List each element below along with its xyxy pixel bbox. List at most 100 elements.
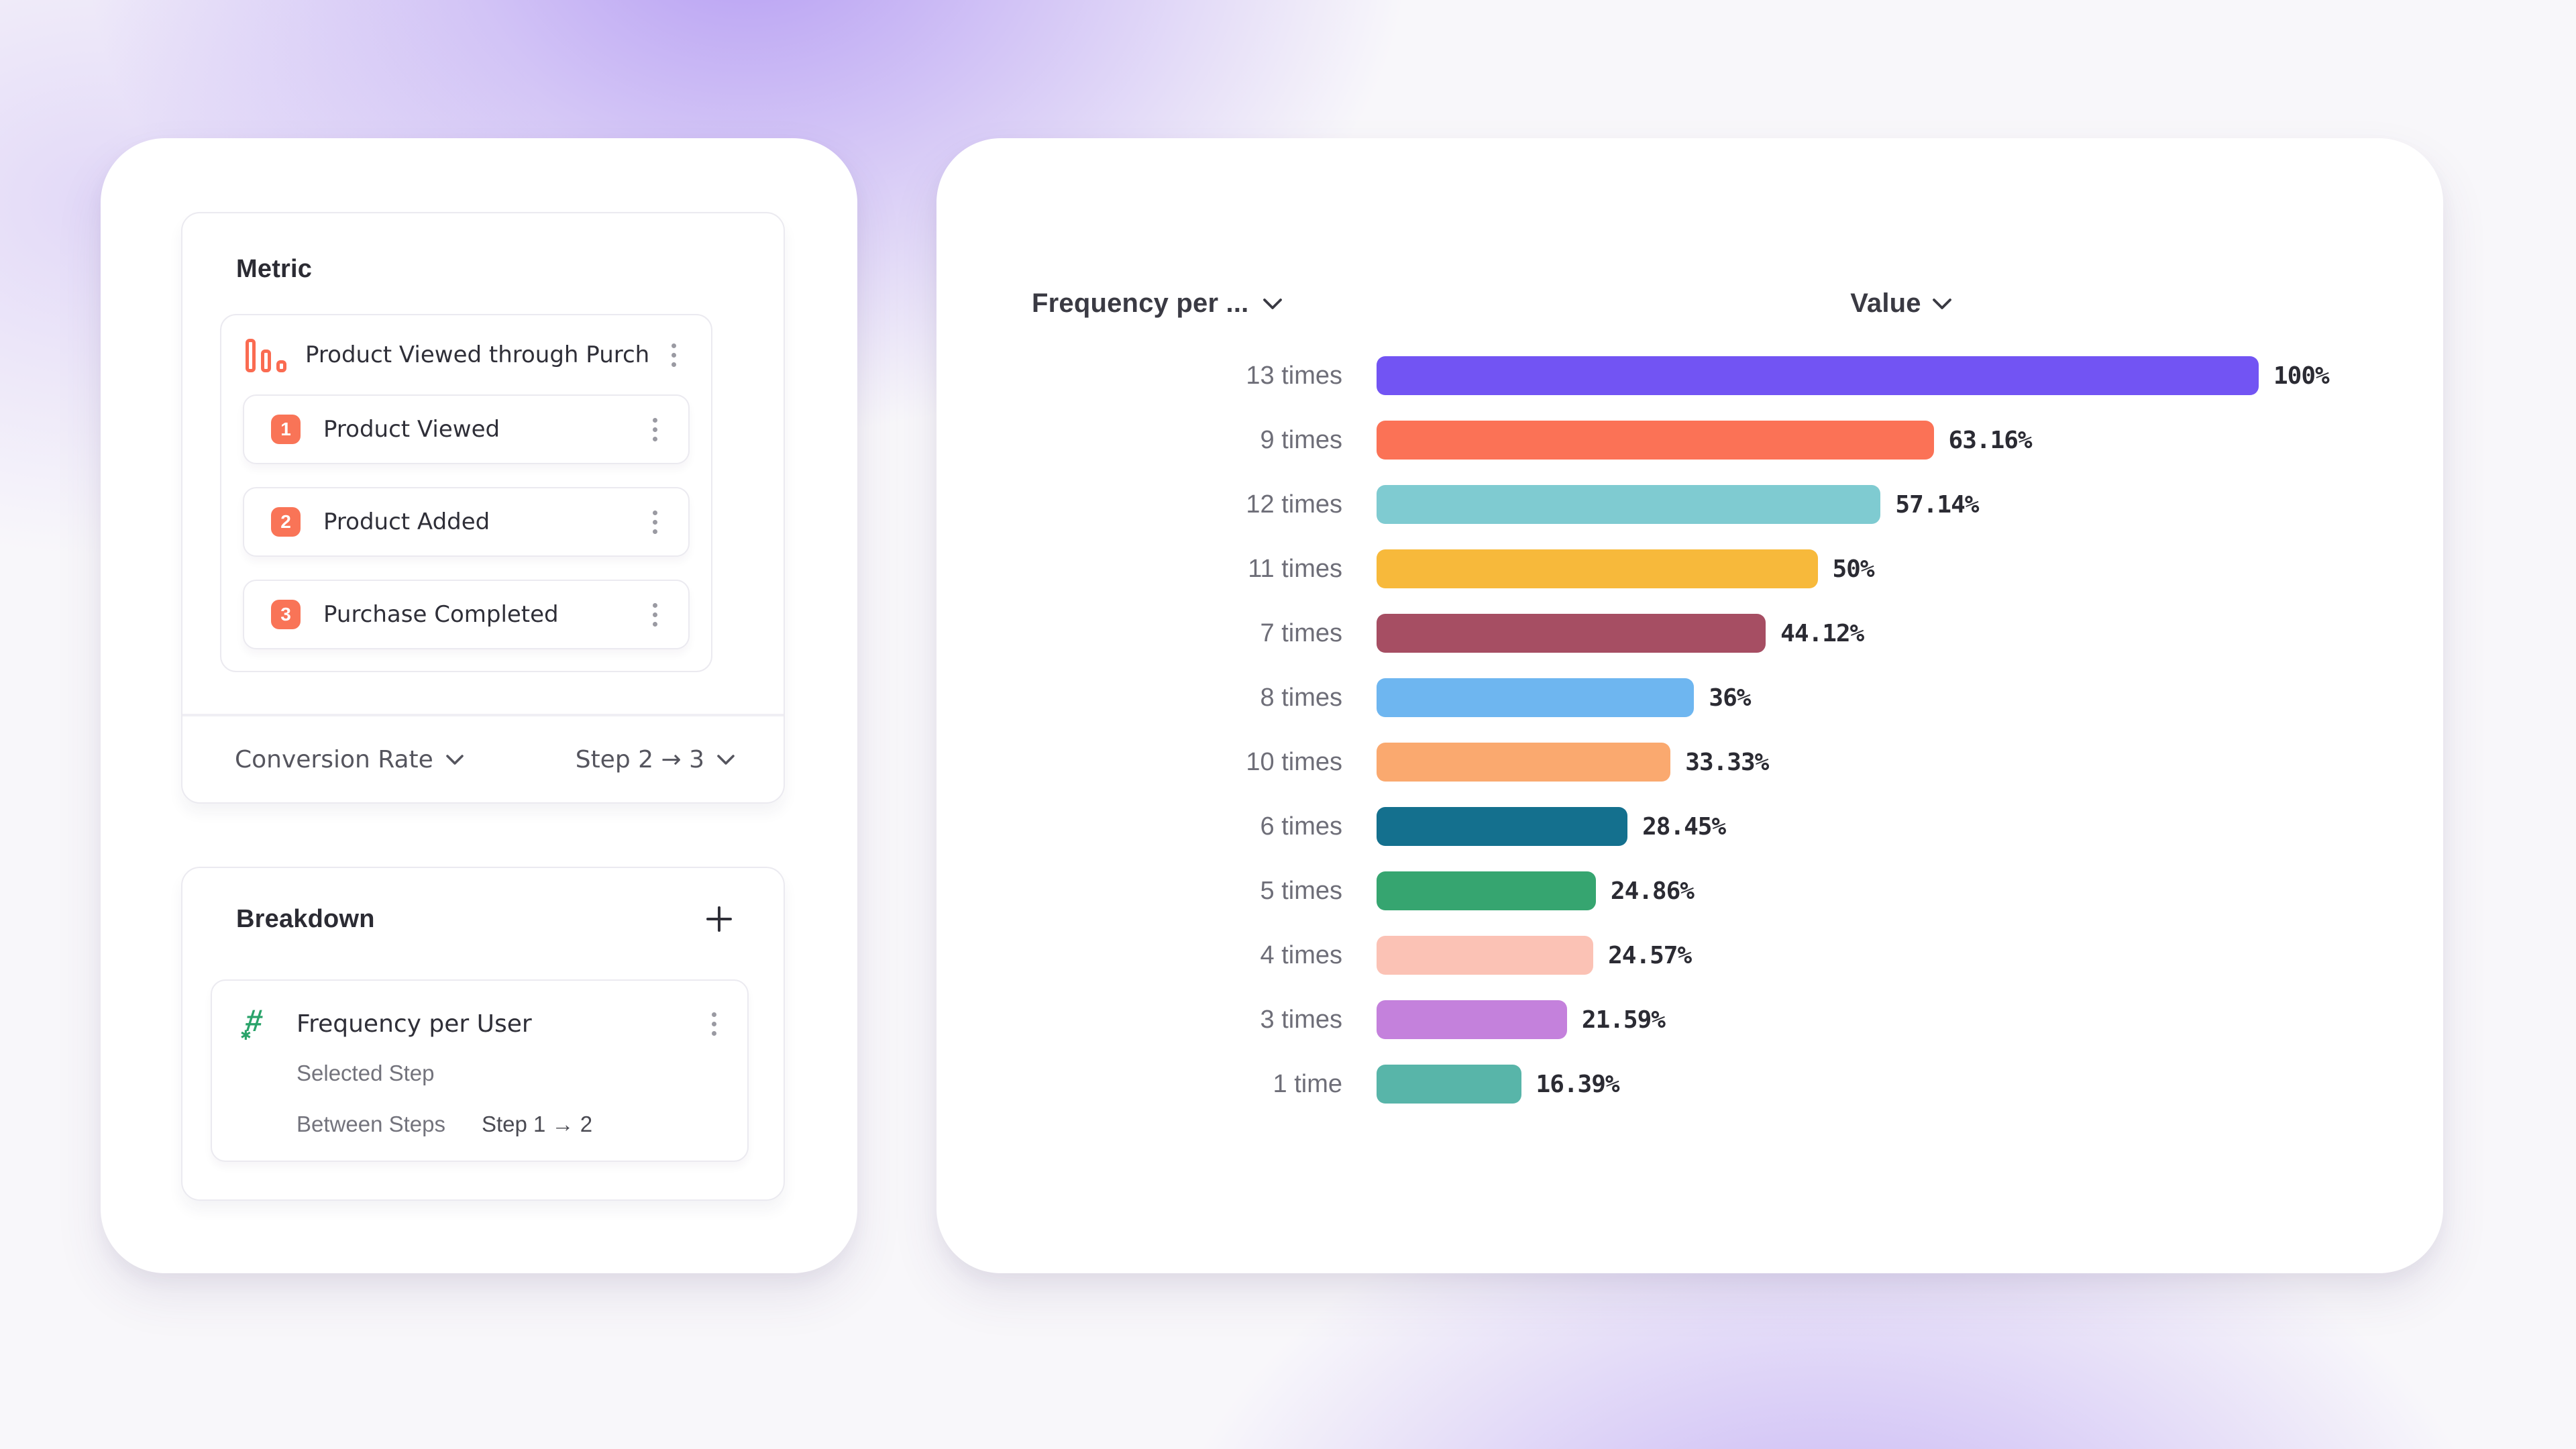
breakdown-panel: Breakdown # ✱ Frequency per User Selected… <box>181 867 785 1201</box>
group-by-header-label: Frequency per ... <box>1032 288 1249 318</box>
bar-wrap: 24.57% <box>1377 936 1692 975</box>
step-kebab-menu-icon[interactable] <box>649 414 661 445</box>
chart-row: 4 times 24.57% <box>936 923 2403 987</box>
bar[interactable] <box>1377 485 1881 524</box>
selected-step-label: Selected Step <box>297 1061 435 1085</box>
bar-category-label: 9 times <box>1260 425 1342 454</box>
bar-wrap: 100% <box>1377 356 2330 395</box>
step-label: Product Viewed <box>323 416 500 443</box>
bar-wrap: 63.16% <box>1377 421 2033 460</box>
plus-icon <box>706 906 732 932</box>
bar-value-label: 36% <box>1709 684 1751 712</box>
chart-row: 3 times 21.59% <box>936 987 2403 1052</box>
step-kebab-menu-icon[interactable] <box>649 599 661 631</box>
breakdown-item-card[interactable]: # ✱ Frequency per User Selected Step Betw… <box>211 979 749 1162</box>
between-steps-label: Between Steps <box>297 1112 445 1136</box>
bar-wrap: 33.33% <box>1377 743 1769 782</box>
bar[interactable] <box>1377 421 1934 460</box>
chart-row: 8 times 36% <box>936 665 2403 730</box>
value-column-header[interactable]: Value <box>1814 288 1988 319</box>
bar-category-label: 13 times <box>1246 361 1342 390</box>
conversion-rate-dropdown[interactable]: Conversion Rate <box>235 746 464 773</box>
between-steps-value[interactable]: Step 1 → 2 <box>481 1112 593 1136</box>
step-number-badge: 1 <box>271 415 301 444</box>
funnel-step-2[interactable]: 2 Product Added <box>243 487 690 557</box>
bar-category-label: 12 times <box>1246 490 1342 519</box>
funnel-bars-icon <box>246 337 286 372</box>
bar-category-label: 4 times <box>1260 941 1342 969</box>
bar-category-label: 7 times <box>1260 619 1342 647</box>
chart-row: 11 times 50% <box>936 537 2403 601</box>
bar-value-label: 44.12% <box>1780 619 1864 647</box>
bar[interactable] <box>1377 549 1818 588</box>
funnel-metric-header[interactable]: Product Viewed through Purch... <box>221 315 711 394</box>
funnel-step-1[interactable]: 1 Product Viewed <box>243 394 690 464</box>
chevron-down-icon <box>446 754 464 765</box>
bar-category-label: 3 times <box>1260 1005 1342 1034</box>
bar-category-label: 11 times <box>1248 554 1342 583</box>
bar-wrap: 36% <box>1377 678 1751 717</box>
bar-category-label: 8 times <box>1260 683 1342 712</box>
query-builder-card: Metric Product Viewed through Purch... 1… <box>101 138 857 1273</box>
bar-value-label: 24.57% <box>1608 941 1692 969</box>
bar[interactable] <box>1377 1000 1567 1039</box>
breakdown-selected-step-row: Selected Step <box>243 1048 720 1099</box>
breakdown-panel-title: Breakdown <box>236 904 375 933</box>
step-kebab-menu-icon[interactable] <box>649 506 661 538</box>
funnel-step-3[interactable]: 3 Purchase Completed <box>243 580 690 649</box>
bar[interactable] <box>1377 936 1594 975</box>
funnel-kebab-menu-icon[interactable] <box>667 339 680 371</box>
step-range-dropdown[interactable]: Step 2 → 3 <box>576 746 735 773</box>
bar-value-label: 28.45% <box>1642 812 1726 841</box>
bar-wrap: 28.45% <box>1377 807 1726 846</box>
chevron-down-icon <box>1263 298 1282 309</box>
bar-category-label: 10 times <box>1246 747 1342 776</box>
chart-row: 1 time 16.39% <box>936 1052 2403 1116</box>
value-header-label: Value <box>1850 288 1921 318</box>
add-breakdown-button[interactable] <box>703 903 735 935</box>
bar-category-label: 1 time <box>1273 1069 1342 1098</box>
bar-value-label: 63.16% <box>1948 426 2033 454</box>
chart-row: 10 times 33.33% <box>936 730 2403 794</box>
group-by-column-header[interactable]: Frequency per ... <box>1032 288 1283 319</box>
chart-row: 13 times 100% <box>936 343 2403 408</box>
bar-wrap: 21.59% <box>1377 1000 1666 1039</box>
funnel-metric-card: Product Viewed through Purch... 1 Produc… <box>220 314 712 672</box>
bar[interactable] <box>1377 807 1628 846</box>
chart-row: 5 times 24.86% <box>936 859 2403 923</box>
breakdown-item-header: # ✱ Frequency per User <box>240 1000 720 1048</box>
bar[interactable] <box>1377 356 2259 395</box>
metric-panel-title: Metric <box>236 255 313 283</box>
step-label: Purchase Completed <box>323 601 559 628</box>
bar-value-label: 100% <box>2273 362 2330 390</box>
bar-chart: 13 times 100% 9 times 63.16% 12 times 57.14% 1… <box>936 343 2403 1116</box>
breakdown-header: Breakdown <box>236 903 735 935</box>
bar-wrap: 50% <box>1377 549 1875 588</box>
chart-row: 6 times 28.45% <box>936 794 2403 859</box>
chart-card: Frequency per ... Value 13 times 100% 9 ti… <box>936 138 2443 1273</box>
chart-row: 12 times 57.14% <box>936 472 2403 537</box>
bar-category-label: 6 times <box>1260 812 1342 841</box>
breakdown-property-name: Frequency per User <box>297 1010 532 1038</box>
bar[interactable] <box>1377 743 1671 782</box>
metric-panel: Metric Product Viewed through Purch... 1… <box>181 212 785 804</box>
bar-wrap: 44.12% <box>1377 614 1864 653</box>
bar[interactable] <box>1377 1065 1521 1104</box>
bar-value-label: 33.33% <box>1685 748 1769 776</box>
bar-wrap: 24.86% <box>1377 871 1695 910</box>
bar-wrap: 57.14% <box>1377 485 1979 524</box>
funnel-metric-title: Product Viewed through Purch... <box>305 341 649 368</box>
chart-row: 7 times 44.12% <box>936 601 2403 665</box>
chevron-down-icon <box>717 754 735 765</box>
bar-value-label: 50% <box>1832 555 1875 583</box>
chevron-down-icon <box>1932 298 1951 309</box>
bar[interactable] <box>1377 678 1695 717</box>
conversion-rate-label: Conversion Rate <box>235 745 433 773</box>
metric-footer: Conversion Rate Step 2 → 3 <box>182 714 784 802</box>
breakdown-kebab-menu-icon[interactable] <box>708 1008 720 1040</box>
bar-value-label: 21.59% <box>1581 1006 1666 1034</box>
step-label: Product Added <box>323 508 490 535</box>
bar[interactable] <box>1377 871 1596 910</box>
bar[interactable] <box>1377 614 1766 653</box>
